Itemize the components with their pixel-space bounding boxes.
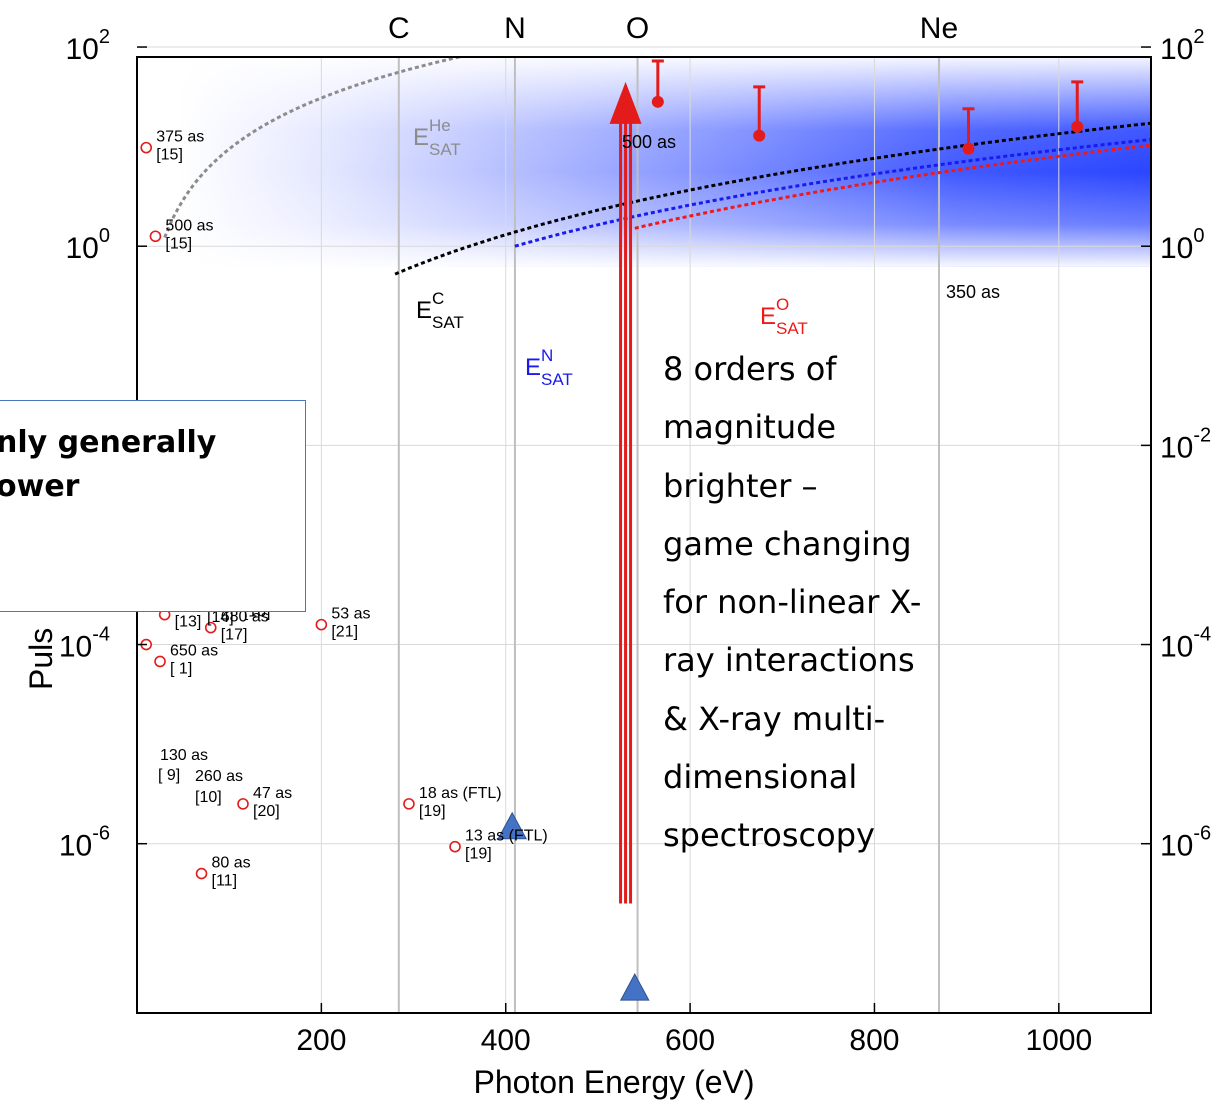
saturation-label-c: EC SAT <box>416 289 464 332</box>
y-tick-label-right: 10-2 <box>1160 424 1211 464</box>
y-tick-label-left: 100 <box>66 225 111 265</box>
point-label: 53 as <box>331 606 370 623</box>
y-tick-label-left: 102 <box>66 26 111 66</box>
note-line: dimensional <box>663 758 858 797</box>
triangle-marker <box>619 973 650 1001</box>
literature-point <box>154 655 166 668</box>
point-ref: [21] <box>331 624 358 641</box>
edge-label: O <box>626 12 649 45</box>
literature-point <box>195 867 208 880</box>
edge-label: N <box>504 12 526 45</box>
xfel-point <box>651 95 664 108</box>
saturation-curves <box>163 57 1151 276</box>
point-ref: [15] <box>165 235 192 252</box>
saturation-curve-o <box>634 143 1151 230</box>
xfel-point <box>1071 120 1084 133</box>
point-ref: [11] <box>212 873 238 890</box>
saturation-label-he: EHe SAT <box>413 116 461 159</box>
xfel-point <box>753 129 766 142</box>
point-labels: 375 as[15]500 as[15]260 as[13]130 as[16]… <box>156 116 1000 890</box>
saturation-curve-n <box>514 138 1151 248</box>
literature-point <box>237 798 249 810</box>
x-tick-label: 600 <box>665 1024 715 1057</box>
note-line: ray interactions <box>663 641 915 680</box>
y-tick-label-left: 10-6 <box>59 823 110 863</box>
point-label: 680 as <box>221 609 269 626</box>
literature-point <box>315 618 328 631</box>
point-ref: [ 1] <box>170 660 192 677</box>
literature-point <box>449 840 461 853</box>
x-axis-label: Photon Energy (eV) <box>473 1064 754 1100</box>
arrow-head <box>609 81 642 124</box>
point-ref: [15] <box>156 147 183 164</box>
triangle-marker <box>497 811 528 840</box>
callout-text: nly generally ower <box>0 421 216 509</box>
note-line: for non-linear X- <box>663 583 922 622</box>
x-tick-label: 200 <box>296 1024 346 1057</box>
x-tick-label: 800 <box>849 1024 899 1057</box>
point-ref: [13] <box>175 614 202 631</box>
y-tick-label-right: 10-4 <box>1160 624 1211 664</box>
y-tick-label-right: 100 <box>1160 225 1205 265</box>
note-line: spectroscopy <box>663 816 875 855</box>
point-label: 13 as (FTL) <box>465 828 548 845</box>
intensity-band <box>178 57 1151 267</box>
note-line: brighter – <box>663 466 818 505</box>
point-label: 650 as <box>170 642 218 659</box>
point-ref: [20] <box>253 803 280 820</box>
literature-point <box>140 141 153 154</box>
brightness-arrow <box>609 81 642 904</box>
callout-line-1: nly generally <box>0 425 217 460</box>
saturation-label-o: EO SAT <box>760 295 808 338</box>
xfel-point <box>962 142 975 155</box>
saturation-curve-c <box>394 121 1151 276</box>
y-tick-label-right: 102 <box>1160 26 1205 66</box>
point-label: 47 as <box>253 785 292 802</box>
xfel-label: 500 as <box>622 132 676 152</box>
note-line: game changing <box>663 524 912 563</box>
y-tick-label-right: 10-6 <box>1160 823 1211 863</box>
intensity-band-fade <box>178 57 1151 267</box>
point-label: 18 as (FTL) <box>419 785 502 802</box>
point-ref: [17] <box>221 627 248 644</box>
note-line: & X-ray multi- <box>663 699 886 738</box>
point-ref: [14] <box>207 609 234 626</box>
point-ref: [10] <box>195 789 222 806</box>
literature-point <box>204 621 217 634</box>
note-line: magnitude <box>663 408 837 447</box>
point-label: 80 as <box>212 855 251 872</box>
point-ref: [ 9] <box>158 767 180 784</box>
saturation-label-n: EN SAT <box>525 346 573 389</box>
point-ref: [19] <box>465 846 492 863</box>
edge-label: C <box>388 12 410 45</box>
callout-box: nly generally ower <box>0 400 306 612</box>
literature-point <box>403 798 415 810</box>
point-label: 260 as <box>195 768 243 785</box>
y-axis-label: Puls <box>23 628 59 690</box>
brightness-note: 8 orders of magnitude brighter – game ch… <box>663 340 1003 865</box>
point-label: 500 as <box>165 217 213 234</box>
point-ref: [19] <box>419 803 446 820</box>
note-line: 8 orders of <box>663 350 837 388</box>
xfel-label: 350 as <box>946 282 1000 302</box>
callout-line-2: ower <box>0 469 80 504</box>
point-label: 130 as <box>160 747 208 764</box>
x-tick-label: 400 <box>481 1024 531 1057</box>
edge-label: Ne <box>920 12 958 45</box>
point-label: 375 as <box>156 129 204 146</box>
y-tick-label-left: 10-4 <box>59 624 110 664</box>
x-tick-label: 1000 <box>1025 1024 1092 1057</box>
literature-point <box>149 230 162 243</box>
